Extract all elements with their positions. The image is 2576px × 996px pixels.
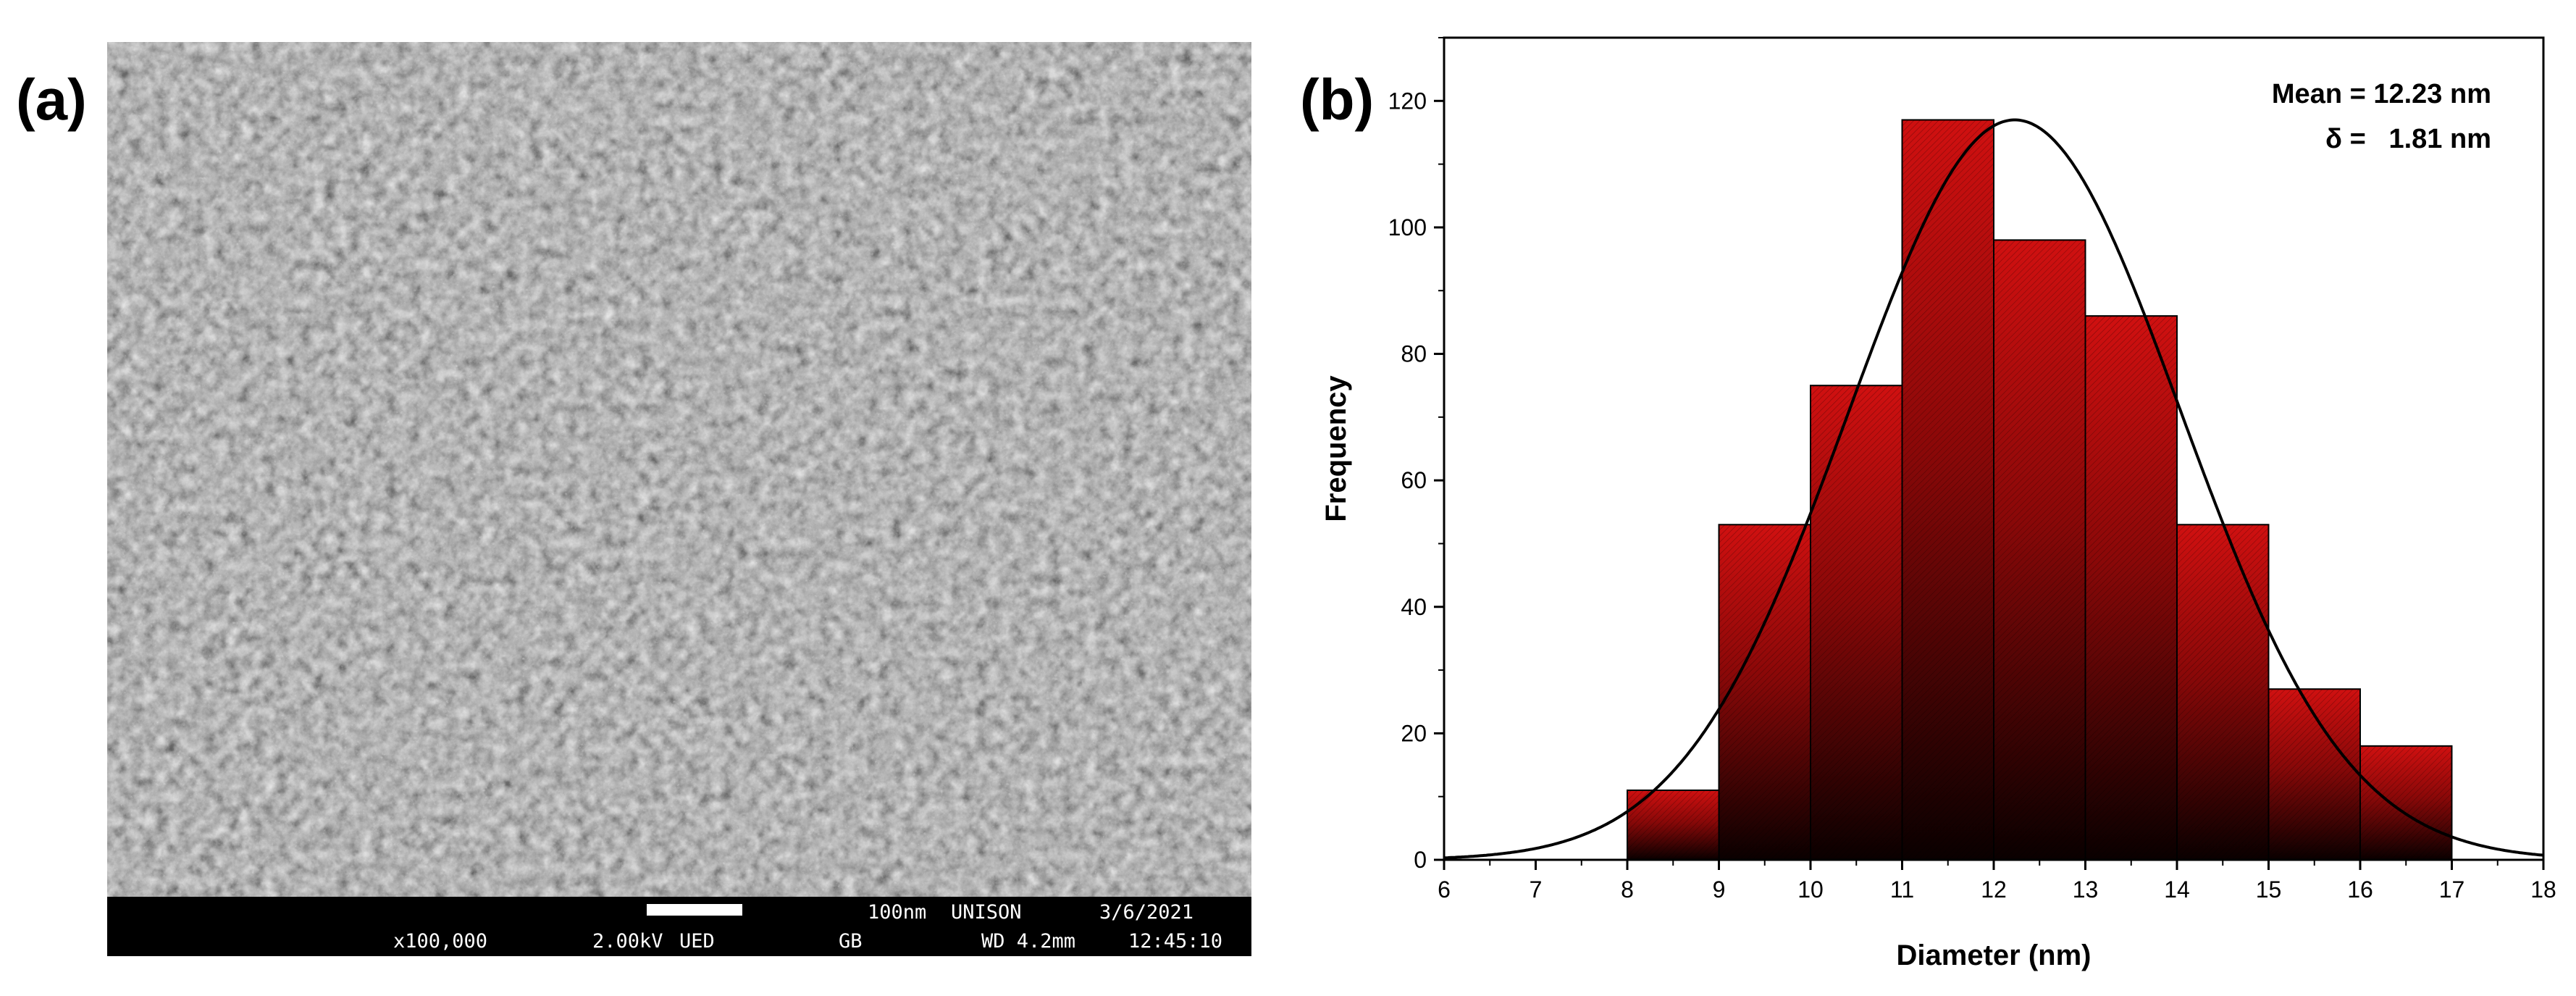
x-tick-label: 10 — [1797, 876, 1824, 903]
sem-mode: GB — [839, 930, 863, 953]
y-tick-label: 80 — [1401, 341, 1427, 367]
sem-working-distance: WD 4.2mm — [981, 930, 1075, 953]
y-tick-label: 120 — [1388, 88, 1427, 114]
sem-voltage: 2.00kV — [592, 930, 663, 953]
panel-label-a: (a) — [16, 67, 87, 132]
x-tick-label: 8 — [1621, 876, 1634, 903]
sem-lab: UNISON — [951, 901, 1022, 924]
x-tick-label: 7 — [1530, 876, 1543, 903]
sem-scale-bar — [647, 904, 742, 916]
sem-detector: UED — [679, 930, 715, 953]
y-tick-label: 60 — [1401, 467, 1427, 493]
x-tick-label: 12 — [1981, 876, 2007, 903]
sem-date: 3/6/2021 — [1099, 901, 1193, 924]
y-tick-label: 0 — [1414, 847, 1427, 873]
annotation-mean: Mean = 12.23 nm — [2272, 79, 2491, 109]
y-axis-label: Frequency — [1320, 375, 1352, 522]
y-tick-label: 40 — [1401, 594, 1427, 620]
y-tick-label: 20 — [1401, 720, 1427, 746]
x-tick-label: 16 — [2347, 876, 2373, 903]
histogram-bar — [2176, 524, 2270, 861]
sem-scale-label: 100nm — [868, 901, 926, 924]
y-tick-label: 100 — [1388, 214, 1427, 240]
x-tick-label: 6 — [1438, 876, 1451, 903]
sem-image-particles — [107, 42, 1251, 897]
panel-label-b: (b) — [1300, 67, 1375, 132]
x-tick-label: 14 — [2164, 876, 2190, 903]
x-tick-label: 17 — [2439, 876, 2465, 903]
histogram-bar — [1993, 239, 2086, 861]
histogram-bar — [1810, 385, 1903, 861]
x-tick-label: 15 — [2256, 876, 2282, 903]
x-tick-label: 9 — [1713, 876, 1726, 903]
histogram-bar — [1901, 119, 1994, 861]
x-tick-label: 13 — [2073, 876, 2099, 903]
annotation-sigma: δ = 1.81 nm — [2325, 124, 2491, 154]
x-tick-label: 18 — [2530, 876, 2556, 903]
x-axis-label: Diameter (nm) — [1897, 939, 2092, 971]
x-tick-label: 11 — [1890, 876, 1914, 903]
histogram-bar — [2359, 745, 2453, 861]
sem-magnification: x100,000 — [393, 930, 487, 953]
gaussian-fit-curve — [1443, 118, 2544, 860]
sem-time: 12:45:10 — [1128, 930, 1222, 953]
histogram-bar — [2084, 315, 2178, 861]
sem-micrograph: 100nm UNISON 3/6/2021 x100,000 2.00kV UE… — [107, 42, 1251, 956]
histogram-bar — [1718, 524, 1811, 861]
